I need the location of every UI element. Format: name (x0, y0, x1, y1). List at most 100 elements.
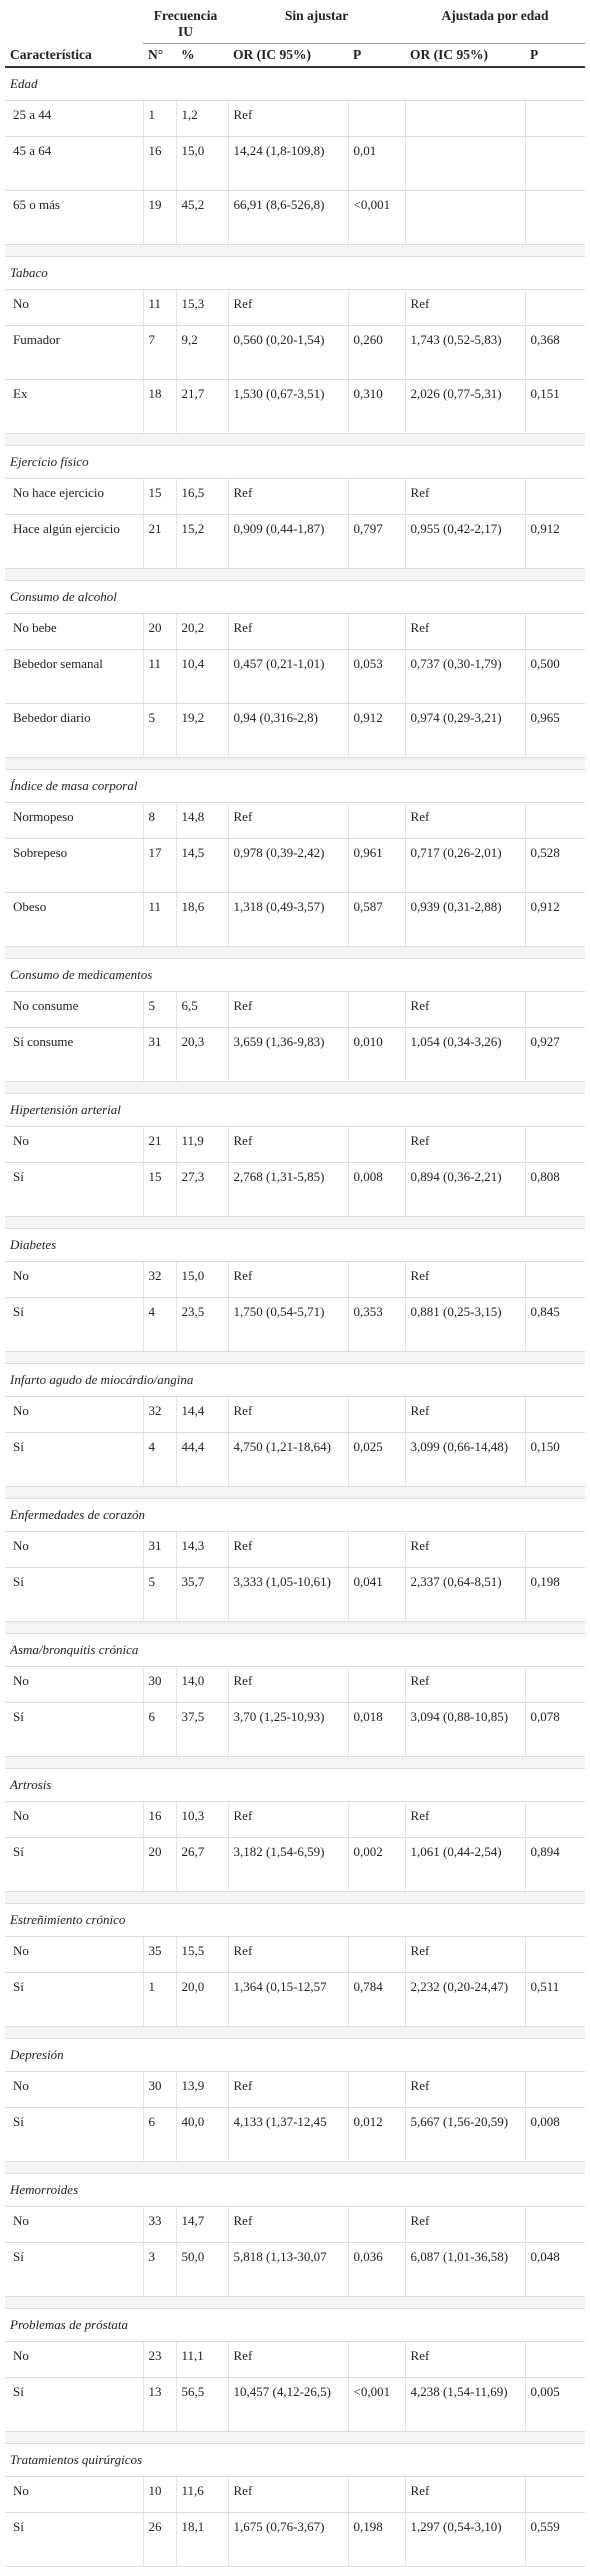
spacer-cell (5, 2296, 586, 2309)
header-cell: Frecuencia IU (143, 5, 229, 44)
data-row: No 30 14,0 Ref Ref (5, 1666, 586, 1703)
data-row: No 10 11,6 Ref Ref (5, 2476, 586, 2513)
cell: 0,511 (525, 1972, 586, 2027)
cell: 1,530 (0,67-3,51) (228, 379, 349, 434)
data-row: No bebe 20 20,2 Ref Ref (5, 613, 586, 650)
cell (348, 802, 406, 839)
spacer-cell (5, 1216, 586, 1229)
row-label: Sí consume (5, 1027, 144, 1082)
cell (525, 2206, 586, 2243)
cell (348, 2476, 406, 2513)
data-row: 25 a 44 1 1,2 Ref (5, 100, 586, 137)
header-cell: N° (143, 43, 176, 68)
spacer-row (5, 1216, 586, 1229)
section-row: Asma/bronquitis crónica (5, 1633, 586, 1667)
cell: Ref (405, 289, 526, 326)
cell (525, 1126, 586, 1163)
cell: 5 (143, 1567, 177, 1622)
cell: 32 (143, 1396, 177, 1433)
cell: Ref (228, 2071, 349, 2108)
header-cell: % (176, 43, 229, 68)
cell (525, 1396, 586, 1433)
section-row: Diabetes (5, 1228, 586, 1262)
cell: 23,5 (176, 1297, 229, 1352)
cell: 0,808 (525, 1162, 586, 1217)
cell: Ref (405, 1936, 526, 1973)
section-row: Tabaco (5, 256, 586, 290)
data-row: No 35 15,5 Ref Ref (5, 1936, 586, 1973)
cell: 0,528 (525, 838, 586, 893)
row-label: Bebedor semanal (5, 649, 144, 704)
cell: 31 (143, 1531, 177, 1568)
cell: 3,659 (1,36-9,83) (228, 1027, 349, 1082)
cell: 0,010 (348, 1027, 406, 1082)
cell: 2,337 (0,64-8,51) (405, 1567, 526, 1622)
header-row: Característica N° % OR (IC 95%) P OR (IC… (5, 43, 586, 68)
spacer-cell (5, 1486, 586, 1499)
row-label: Sí (5, 1972, 144, 2027)
header-cell: P (348, 43, 406, 68)
cell: 26,7 (176, 1837, 229, 1892)
cell: 14,24 (1,8-109,8) (228, 136, 349, 191)
cell: 0,978 (0,39-2,42) (228, 838, 349, 893)
cell: Ref (405, 1801, 526, 1838)
cell: 0,260 (348, 325, 406, 380)
cell: Ref (228, 2476, 349, 2513)
cell: 16 (143, 136, 177, 191)
row-label: Sí (5, 1432, 144, 1487)
cell: 30 (143, 1666, 177, 1703)
header-cell: Sin ajustar (228, 5, 406, 44)
cell (348, 1936, 406, 1973)
cell: 3,182 (1,54-6,59) (228, 1837, 349, 1892)
cell: 15 (143, 1162, 177, 1217)
cell: 0,927 (525, 1027, 586, 1082)
cell: 0,909 (0,44-1,87) (228, 514, 349, 569)
cell: 1,054 (0,34-3,26) (405, 1027, 526, 1082)
data-row: No 31 14,3 Ref Ref (5, 1531, 586, 1568)
row-label: Sí (5, 2512, 144, 2567)
data-row: Sí consume 31 20,3 3,659 (1,36-9,83) 0,010 1,… (5, 1027, 586, 1082)
spacer-row (5, 946, 586, 959)
cell: 0,560 (0,20-1,54) (228, 325, 349, 380)
cell: 18 (143, 379, 177, 434)
row-label: Sí (5, 2107, 144, 2162)
cell: 0,008 (348, 1162, 406, 1217)
cell: 6,087 (1,01-36,58) (405, 2242, 526, 2297)
row-label: No (5, 1396, 144, 1433)
cell: Ref (228, 802, 349, 839)
cell: 21 (143, 514, 177, 569)
row-label: No (5, 1801, 144, 1838)
data-row: No 21 11,9 Ref Ref (5, 1126, 586, 1163)
data-row: Obeso 11 18,6 1,318 (0,49-3,57) 0,587 0,939 (… (5, 892, 586, 947)
section-title: Consumo de medicamentos (5, 958, 586, 992)
cell: Ref (405, 613, 526, 650)
cell: 6,5 (176, 991, 229, 1028)
spacer-row (5, 2161, 586, 2174)
cell: 1,318 (0,49-3,57) (228, 892, 349, 947)
cell: 4 (143, 1432, 177, 1487)
cell: 0,961 (348, 838, 406, 893)
section-title: Depresión (5, 2038, 586, 2072)
row-label: 25 a 44 (5, 100, 144, 137)
cell: 13,9 (176, 2071, 229, 2108)
cell: 14,4 (176, 1396, 229, 1433)
cell: 0,198 (525, 1567, 586, 1622)
cell (525, 1666, 586, 1703)
cell: 20,2 (176, 613, 229, 650)
cell: 0,151 (525, 379, 586, 434)
section-row: Índice de masa corporal (5, 769, 586, 803)
cell (348, 1531, 406, 1568)
cell: 0,025 (348, 1432, 406, 1487)
cell: 1,750 (0,54-5,71) (228, 1297, 349, 1352)
cell: 0,002 (348, 1837, 406, 1892)
cell: 0,881 (0,25-3,15) (405, 1297, 526, 1352)
cell (525, 1936, 586, 1973)
cell: 66,91 (8,6-526,8) (228, 190, 349, 245)
cell: 1,297 (0,54-3,10) (405, 2512, 526, 2567)
cell: Ref (405, 1531, 526, 1568)
cell: 6 (143, 2107, 177, 2162)
data-row: No consume 5 6,5 Ref Ref (5, 991, 586, 1028)
cell: 0,965 (525, 703, 586, 758)
cell: Ref (228, 1531, 349, 1568)
cell: 4 (143, 1297, 177, 1352)
